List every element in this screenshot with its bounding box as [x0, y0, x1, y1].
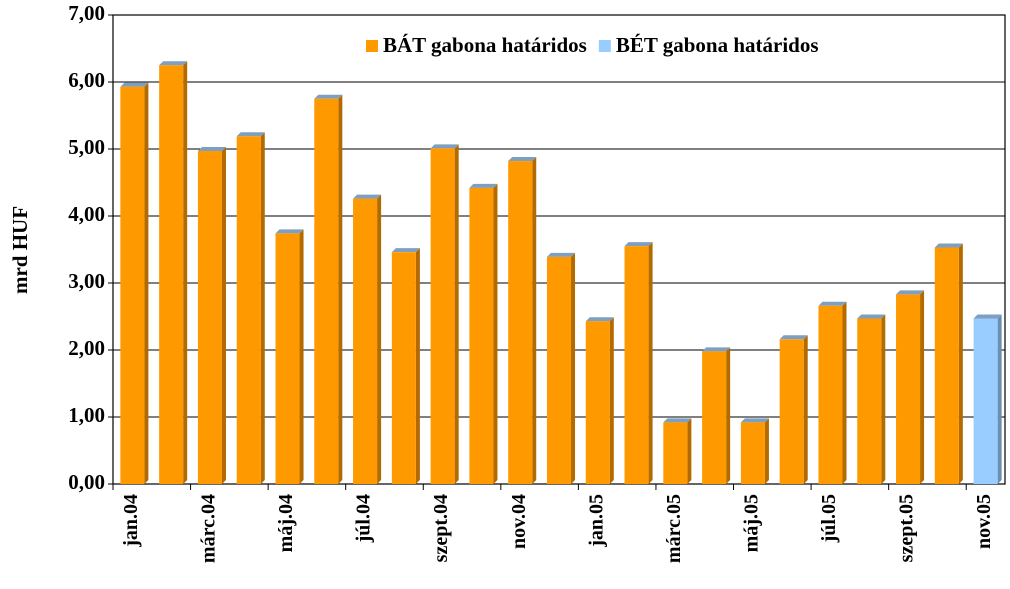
- bar-side: [260, 132, 265, 484]
- y-axis-label: mrd HUF: [8, 206, 32, 294]
- bar-top: [585, 317, 614, 322]
- bar-top: [236, 132, 265, 137]
- bar-top: [663, 418, 692, 423]
- bar-side: [183, 61, 188, 484]
- x-tick-label: márc.04: [198, 494, 220, 563]
- bar: [353, 198, 378, 484]
- bar: [663, 422, 688, 484]
- bar: [275, 233, 300, 484]
- bar-side: [299, 229, 304, 484]
- bar: [740, 422, 765, 484]
- bar-top: [818, 301, 847, 306]
- bar-top: [391, 248, 420, 253]
- bar-top: [508, 157, 537, 162]
- legend-label: BÉT gabona határidos: [616, 33, 819, 57]
- legend-swatch: [366, 40, 378, 52]
- y-tick-label: 7,00: [68, 1, 105, 25]
- bar: [702, 351, 727, 484]
- bar-side: [803, 335, 808, 484]
- bar-side: [609, 317, 614, 484]
- bar-side: [920, 290, 925, 484]
- bar-side: [881, 314, 886, 484]
- x-tick-label: júl.05: [818, 494, 840, 543]
- bar-top: [934, 243, 963, 248]
- bar-top: [779, 335, 808, 340]
- bar: [314, 98, 339, 484]
- y-tick-label: 6,00: [68, 68, 105, 92]
- bar: [120, 86, 145, 484]
- bar: [469, 187, 494, 485]
- bar-side: [726, 347, 731, 484]
- bar-side: [532, 157, 537, 484]
- x-tick-label: szept.05: [896, 494, 918, 562]
- bar-top: [469, 183, 498, 188]
- bar: [857, 318, 882, 484]
- bar-top: [314, 94, 343, 99]
- bar: [585, 321, 610, 484]
- bar: [934, 247, 959, 484]
- bar-top: [159, 61, 188, 66]
- bar: [973, 318, 998, 484]
- bar-side: [571, 252, 576, 484]
- bar: [159, 65, 184, 484]
- bar: [818, 305, 843, 484]
- bar: [236, 136, 261, 484]
- bar-top: [973, 314, 1002, 319]
- bar: [508, 161, 533, 484]
- y-tick-label: 3,00: [68, 269, 105, 293]
- bar-side: [842, 301, 847, 484]
- x-tick-label: máj.05: [741, 494, 763, 552]
- bar-top: [275, 229, 304, 234]
- bar-side: [454, 144, 459, 484]
- bar-side: [493, 183, 498, 485]
- bar-side: [415, 248, 420, 484]
- x-tick-label: júl.04: [353, 494, 375, 543]
- bar-top: [857, 314, 886, 319]
- x-tick-label: jan.04: [120, 494, 142, 548]
- bar-top: [197, 147, 226, 152]
- bar-top: [430, 144, 459, 149]
- bar-top: [546, 252, 576, 257]
- bar-side: [958, 243, 963, 484]
- bar-side: [221, 147, 226, 484]
- bar-top: [624, 242, 653, 247]
- bar-side: [338, 94, 343, 484]
- bar: [546, 256, 572, 484]
- x-tick-label: nov.04: [508, 494, 530, 549]
- bar: [391, 252, 416, 484]
- bar-side: [144, 82, 149, 484]
- y-tick-label: 2,00: [68, 336, 105, 360]
- x-tick-label: szept.04: [430, 494, 452, 562]
- bar: [197, 151, 222, 484]
- bar-top: [120, 82, 149, 87]
- y-tick-label: 5,00: [68, 135, 105, 159]
- bar-top: [896, 290, 925, 295]
- y-tick-label: 0,00: [68, 470, 105, 494]
- bar: [624, 246, 649, 484]
- bar-top: [702, 347, 731, 352]
- legend-swatch: [598, 40, 611, 52]
- y-tick-label: 1,00: [68, 403, 105, 427]
- y-tick-label: 4,00: [68, 202, 105, 226]
- bar-side: [764, 418, 769, 484]
- x-tick-label: márc.05: [663, 494, 685, 563]
- bar-top: [740, 418, 769, 423]
- x-tick-label: máj.04: [275, 494, 297, 552]
- bar: [896, 294, 921, 484]
- bar-side: [377, 194, 382, 484]
- x-tick-label: nov.05: [973, 494, 995, 549]
- bar-top: [353, 194, 382, 199]
- legend-label: BÁT gabona határidos: [383, 33, 587, 57]
- bar: [430, 148, 455, 484]
- x-tick-label: jan.05: [585, 494, 607, 548]
- bar-side: [687, 418, 692, 484]
- bar: [779, 339, 804, 484]
- bar-side: [997, 314, 1002, 484]
- bar-side: [648, 242, 653, 484]
